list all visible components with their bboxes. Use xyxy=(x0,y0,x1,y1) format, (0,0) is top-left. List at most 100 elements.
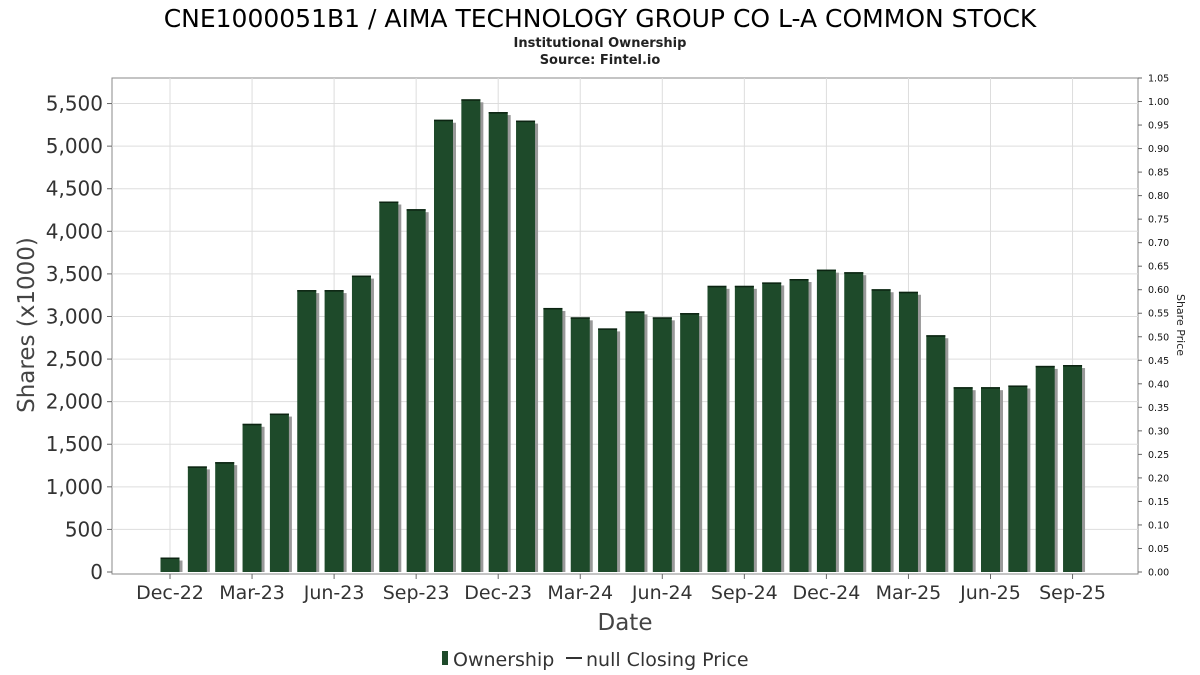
bar-top-edge xyxy=(981,387,1000,389)
y-tick-label: 3,500 xyxy=(46,262,103,286)
y2-tick-label: 0.65 xyxy=(1148,262,1169,273)
y2-tick-label: 0.75 xyxy=(1148,215,1169,226)
legend-label-closing-price: null Closing Price xyxy=(586,649,749,671)
y-tick-label: 2,000 xyxy=(46,390,103,414)
x-tick-label: Mar-24 xyxy=(547,582,613,604)
ownership-bar xyxy=(1008,385,1028,572)
ownership-bar xyxy=(543,307,563,572)
x-tick-label: Dec-23 xyxy=(464,582,532,604)
ownership-bar xyxy=(297,290,317,572)
y-axis-right: 0.00 0.05 0.10 0.15 0.20 0.25 0.30 0.35 0.40 0.45… xyxy=(1138,74,1169,579)
bar-top-edge xyxy=(379,201,399,203)
legend: Ownership null Closing Price xyxy=(442,649,749,671)
y2-tick-label: 0.15 xyxy=(1148,497,1169,508)
bar-top-edge xyxy=(625,311,645,313)
ownership-bar xyxy=(406,209,426,572)
bar-top-edge xyxy=(351,275,371,278)
bar-top-edge xyxy=(871,289,891,291)
ownership-bar xyxy=(789,279,809,572)
ownership-bar xyxy=(953,387,973,572)
bar-top-edge xyxy=(187,466,207,468)
y2-tick-label: 1.00 xyxy=(1148,97,1169,108)
legend-bar-swatch xyxy=(442,651,448,665)
y2-tick-label: 0.90 xyxy=(1148,144,1169,155)
x-tick-label: Sep-24 xyxy=(711,582,778,604)
ownership-bar xyxy=(516,120,536,572)
ownership-bar xyxy=(926,335,946,572)
bar-top-edge xyxy=(434,119,453,122)
ownership-bar xyxy=(871,289,891,572)
bar-top-edge xyxy=(516,120,536,123)
bar-top-edge xyxy=(297,290,317,292)
y-tick-label: 3,000 xyxy=(46,304,103,328)
bar-top-edge xyxy=(160,557,180,560)
chart-title: CNE1000051B1 / AIMA TECHNOLOGY GROUP CO … xyxy=(164,4,1037,33)
y2-tick-label: 0.50 xyxy=(1148,332,1169,343)
bar-top-edge xyxy=(543,307,563,310)
x-axis-label: Date xyxy=(598,610,653,636)
y2-tick-label: 0.40 xyxy=(1148,379,1169,390)
ownership-bar xyxy=(461,99,481,573)
bar-top-edge xyxy=(570,317,590,319)
ownership-bar xyxy=(625,311,645,572)
bar-top-edge xyxy=(816,269,836,272)
y-axis-label: Shares (x1000) xyxy=(14,237,40,413)
ownership-bar xyxy=(762,282,782,572)
bar-top-edge xyxy=(1063,365,1083,367)
ownership-bar xyxy=(324,290,344,572)
ownership-bar xyxy=(652,317,672,572)
bar-top-edge xyxy=(734,285,754,288)
ownership-bar xyxy=(570,317,590,572)
bar-top-edge xyxy=(598,328,618,330)
ownership-bar xyxy=(488,112,508,572)
y2-tick-label: 0.85 xyxy=(1148,168,1169,179)
legend-label-ownership: Ownership xyxy=(453,649,554,671)
bar-top-edge xyxy=(844,272,864,274)
y2-tick-label: 0.95 xyxy=(1148,121,1169,132)
ownership-bar xyxy=(898,291,918,572)
y2-tick-label: 0.45 xyxy=(1148,356,1169,367)
bar-top-edge xyxy=(707,285,727,288)
ownership-bar xyxy=(187,466,207,572)
ownership-bar xyxy=(734,285,754,572)
bar-series-ownership xyxy=(160,99,1086,573)
ownership-bar xyxy=(844,272,864,572)
x-tick-label: Mar-25 xyxy=(876,582,942,604)
y-tick-label: 5,000 xyxy=(46,134,103,158)
x-tick-label: Sep-25 xyxy=(1039,582,1106,604)
bar-top-edge xyxy=(789,279,809,281)
y2-tick-label: 0.00 xyxy=(1148,568,1169,579)
bar-top-edge xyxy=(953,387,973,389)
ownership-bar xyxy=(707,285,727,572)
chart-subtitle-1: Institutional Ownership xyxy=(514,36,687,51)
y2-tick-label: 0.60 xyxy=(1148,285,1169,296)
y-tick-label: 1,500 xyxy=(46,432,103,456)
ownership-bar xyxy=(215,462,235,572)
ownership-bar xyxy=(434,119,453,572)
bar-top-edge xyxy=(926,335,946,337)
ownership-bar xyxy=(242,423,262,572)
y2-tick-label: 0.10 xyxy=(1148,520,1169,531)
x-tick-label: Jun-23 xyxy=(303,582,365,604)
ownership-bar xyxy=(680,313,700,572)
y-tick-label: 1,000 xyxy=(46,475,103,499)
bar-top-edge xyxy=(1035,365,1055,368)
ownership-bar xyxy=(981,387,1000,572)
y-tick-label: 2,500 xyxy=(46,347,103,371)
y2-tick-label: 0.70 xyxy=(1148,238,1169,249)
bar-top-edge xyxy=(1008,385,1028,387)
y2-tick-label: 0.20 xyxy=(1148,473,1169,484)
bar-top-edge xyxy=(406,209,426,211)
y2-tick-label: 0.35 xyxy=(1148,403,1169,414)
y2-axis-label: Share Price xyxy=(1174,294,1187,356)
x-tick-label: Dec-22 xyxy=(136,582,204,604)
y-tick-label: 0 xyxy=(90,560,103,584)
x-axis: Dec-22 Mar-23 Jun-23 Sep-23 Dec-23 Mar-24 Jun-… xyxy=(136,574,1106,604)
y2-tick-label: 0.80 xyxy=(1148,191,1169,202)
bar-top-edge xyxy=(680,313,700,315)
bar-top-edge xyxy=(762,282,782,284)
ownership-bar xyxy=(1063,365,1083,572)
y2-tick-label: 0.05 xyxy=(1148,544,1169,555)
bar-top-edge xyxy=(461,99,481,101)
bar-top-edge xyxy=(652,317,672,319)
